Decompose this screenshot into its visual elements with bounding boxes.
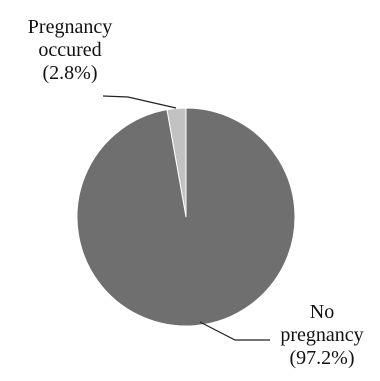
pie-slices (76, 107, 296, 327)
slice-label-2: No pregnancy (97.2%) (280, 301, 363, 369)
slice-label-line: pregnancy (280, 324, 363, 346)
slice-label-line: No (310, 301, 334, 323)
slice-label-line: occured (38, 39, 101, 61)
pie-slice-2 (76, 107, 296, 327)
leader-line-2 (199, 321, 270, 341)
slice-labels: Pregnancy occured (2.8%) No pregnancy (97.2%) (28, 16, 364, 369)
slice-label-1: Pregnancy occured (2.8%) (28, 16, 112, 84)
slice-label-line: (2.8%) (43, 62, 98, 84)
slice-label-line: (97.2%) (290, 347, 355, 369)
leader-line-1 (102, 95, 177, 109)
slice-label-line: Pregnancy (28, 16, 112, 38)
leader-lines (102, 95, 270, 341)
